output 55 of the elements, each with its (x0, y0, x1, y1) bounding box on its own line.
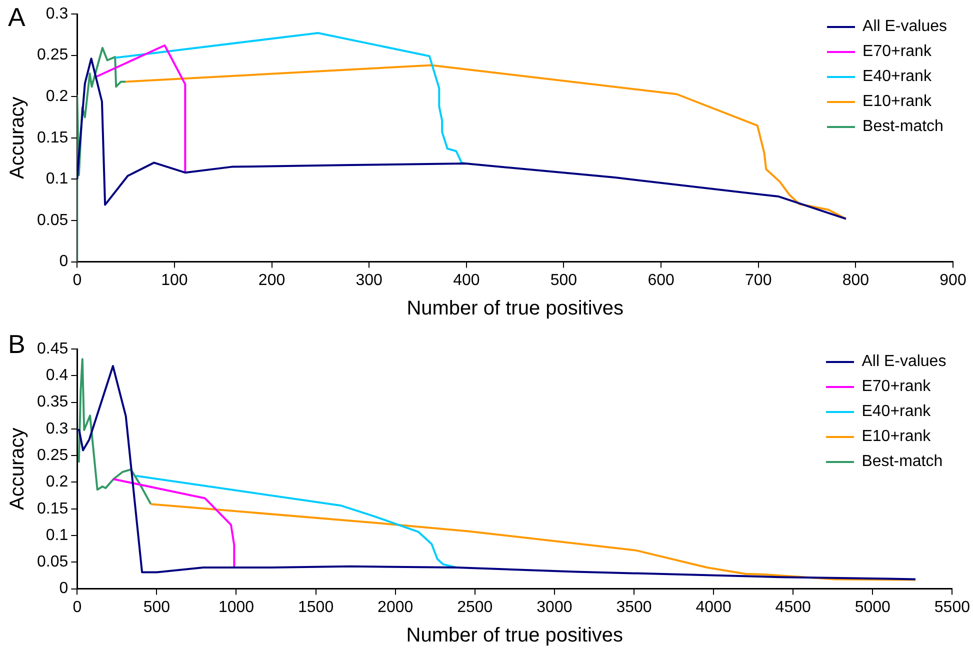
y-tick-label: 0.1 (46, 170, 68, 188)
x-tick-label: 4500 (775, 598, 811, 616)
x-tick-label: 0 (72, 272, 82, 289)
x-tick-label: 700 (745, 272, 772, 289)
y-tick-label: 0 (59, 253, 68, 270)
y-tick-label: 0.4 (46, 367, 68, 384)
x-tick-label: 800 (842, 272, 870, 289)
x-tick-label: 200 (258, 272, 286, 289)
y-tick-label: 0.25 (37, 446, 68, 464)
x-axis-title: Number of true positives (406, 298, 624, 320)
legend-label: All E-values (862, 352, 946, 372)
y-tick-label: 0.25 (37, 46, 68, 64)
legend-label: E10+rank (862, 92, 932, 112)
x-tick-label: 900 (940, 272, 966, 289)
y-tick-label: 0.35 (37, 394, 68, 411)
x-tick-label: 100 (161, 272, 188, 289)
y-tick-label: 0.15 (37, 500, 68, 518)
y-tick-label: 0.45 (37, 340, 68, 358)
legend-label: Best-match (862, 117, 944, 137)
x-tick-label: 5500 (934, 598, 970, 616)
x-tick-label: 2500 (457, 598, 493, 616)
y-tick-label: 0 (59, 580, 68, 598)
legend-label: E40+rank (862, 402, 931, 422)
y-axis-title: Accuracy (6, 96, 29, 180)
legend-label: E40+rank (862, 67, 932, 87)
legend-label: E10+rank (862, 427, 931, 447)
y-tick-label: 0.15 (37, 129, 68, 146)
y-tick-label: 0.05 (37, 212, 68, 229)
x-tick-label: 1000 (218, 598, 254, 616)
x-tick-label: 600 (648, 272, 674, 289)
x-tick-label: 0 (72, 598, 82, 616)
x-tick-label: 500 (143, 598, 170, 616)
legend-label: Best-match (862, 452, 943, 472)
y-tick-label: 0.3 (46, 5, 68, 22)
x-tick-label: 400 (453, 272, 480, 289)
x-tick-label: 3500 (616, 598, 652, 616)
x-tick-label: 2000 (378, 598, 414, 616)
y-axis-title: Accuracy (6, 428, 29, 510)
x-tick-label: 5000 (854, 598, 891, 616)
legend-label: E70+rank (862, 42, 932, 62)
legend-label: All E-values (862, 17, 947, 37)
y-tick-label: 0.05 (37, 554, 68, 571)
text: B (8, 329, 26, 360)
y-tick-label: 0.2 (46, 474, 68, 491)
y-tick-label: 0.3 (46, 420, 68, 438)
legend-label: E70+rank (862, 377, 931, 397)
x-tick-label: 4000 (696, 598, 732, 616)
y-tick-label: 0.1 (46, 526, 68, 544)
x-tick-label: 300 (356, 272, 383, 289)
y-tick-label: 0.2 (46, 88, 68, 106)
x-axis-title: Number of true positives (406, 624, 624, 647)
x-tick-label: 500 (550, 272, 578, 289)
text: A (8, 2, 26, 33)
x-tick-label: 1500 (298, 598, 334, 616)
x-tick-label: 3000 (536, 598, 572, 616)
